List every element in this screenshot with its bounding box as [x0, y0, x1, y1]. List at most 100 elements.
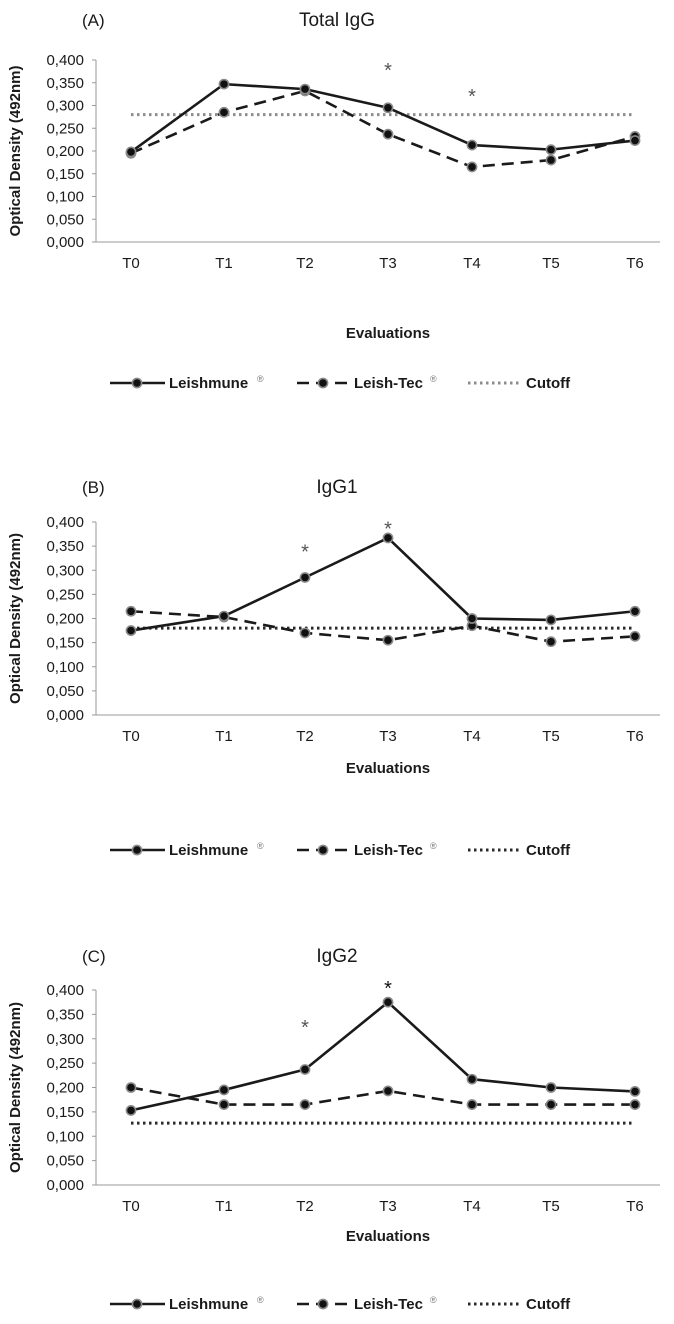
data-point-leishtec	[629, 630, 641, 642]
data-point-leishmune	[629, 605, 641, 617]
significance-marker: *	[301, 1017, 309, 1039]
legend-label-leishmune: Leishmune	[169, 842, 248, 859]
legend-label-leishtec: Leish-Tec	[354, 842, 423, 859]
x-tick-label: T1	[215, 255, 233, 272]
y-tick-label: 0,050	[46, 211, 84, 228]
significance-marker: *	[384, 518, 392, 540]
legend-registered-mark: ®	[430, 841, 437, 851]
legend-marker-leishtec	[317, 377, 329, 389]
data-point-leishtec	[299, 627, 311, 639]
y-tick-label: 0,200	[46, 1080, 84, 1097]
significance-marker: *	[384, 978, 392, 1000]
data-point-leishmune	[218, 610, 230, 622]
series-line-leishtec	[130, 609, 636, 643]
x-tick-label: T3	[379, 255, 397, 272]
data-point-leishmune	[629, 1086, 641, 1097]
y-tick-label: 0,150	[46, 166, 84, 183]
x-tick-label: T6	[626, 728, 644, 745]
y-tick-label: 0,250	[46, 1055, 84, 1072]
series-line-leishtec	[130, 89, 636, 169]
x-tick-label: T0	[122, 1198, 140, 1215]
chart-panel-1: IgG1 (B) 0,000 0,050 0,100 0,150 0,200 0,250 0,3…	[7, 477, 660, 859]
y-axis-title: Optical Density (492nm)	[7, 66, 24, 237]
chart-title: IgG1	[316, 477, 357, 498]
y-tick-label: 0,350	[46, 75, 84, 92]
y-tick-label: 0,150	[46, 1104, 84, 1121]
x-tick-label: T4	[463, 728, 481, 745]
x-tick-label: T0	[122, 728, 140, 745]
data-point-leishmune	[382, 996, 394, 1008]
data-point-leishmune	[466, 1073, 478, 1085]
y-tick-label: 0,050	[46, 683, 84, 700]
legend-registered-mark: ®	[257, 841, 264, 851]
x-tick-label: T5	[542, 255, 560, 272]
data-point-leishmune	[466, 139, 478, 151]
data-point-leishmune	[299, 1064, 311, 1075]
series-line-leishmune	[130, 82, 636, 153]
data-point-leishmune	[466, 613, 478, 624]
data-point-leishtec	[629, 1099, 641, 1110]
legend-label-cutoff: Cutoff	[526, 375, 571, 392]
y-tick-label: 0,250	[46, 120, 84, 137]
legend-registered-mark: ®	[257, 374, 264, 384]
y-tick-label: 0,100	[46, 1128, 84, 1145]
legend-registered-mark: ®	[430, 1295, 437, 1305]
data-point-leishmune	[125, 1105, 137, 1116]
x-tick-label: T2	[296, 1198, 314, 1215]
data-point-leishmune	[382, 102, 394, 114]
y-tick-label: 0,300	[46, 98, 84, 115]
data-point-leishtec	[466, 1099, 478, 1110]
data-point-leishtec	[382, 128, 394, 140]
y-tick-label: 0,150	[46, 635, 84, 652]
chart-panel-0: Total IgG (A) 0,000 0,050 0,100 0,150 0,200 0,2…	[7, 10, 660, 392]
significance-marker: *	[468, 86, 476, 108]
y-tick-label: 0,100	[46, 189, 84, 206]
chart-panel-2: IgG2 (C) 0,000 0,050 0,100 0,150 0,200 0,250 0,3…	[7, 946, 660, 1313]
x-tick-label: T0	[122, 255, 140, 272]
y-tick-label: 0,350	[46, 538, 84, 555]
y-tick-label: 0,000	[46, 1177, 84, 1194]
y-tick-label: 0,200	[46, 143, 84, 160]
y-tick-label: 0,100	[46, 659, 84, 676]
x-tick-label: T1	[215, 728, 233, 745]
x-tick-label: T2	[296, 728, 314, 745]
legend-label-cutoff: Cutoff	[526, 1296, 571, 1313]
x-tick-label: T3	[379, 1198, 397, 1215]
data-point-leishtec	[545, 1099, 557, 1110]
legend-label-leishmune: Leishmune	[169, 375, 248, 392]
data-point-leishtec	[382, 634, 394, 646]
legend-label-leishtec: Leish-Tec	[354, 375, 423, 392]
y-tick-label: 0,300	[46, 1031, 84, 1048]
legend-label-leishtec: Leish-Tec	[354, 1296, 423, 1313]
data-point-leishtec	[545, 154, 557, 166]
legend-label-cutoff: Cutoff	[526, 842, 571, 859]
data-point-leishtec	[125, 605, 137, 617]
panel-label: (B)	[82, 478, 105, 497]
y-tick-label: 0,000	[46, 707, 84, 724]
x-tick-label: T4	[463, 1198, 481, 1215]
data-point-leishmune	[125, 146, 137, 158]
y-tick-label: 0,400	[46, 52, 84, 69]
x-tick-label: T1	[215, 1198, 233, 1215]
x-tick-label: T2	[296, 255, 314, 272]
panel-label: (A)	[82, 11, 105, 30]
chart-title: IgG2	[316, 946, 357, 967]
chart-title: Total IgG	[299, 10, 375, 31]
y-tick-label: 0,350	[46, 1006, 84, 1023]
data-point-leishmune	[299, 83, 311, 95]
data-point-leishtec	[299, 1099, 311, 1110]
legend-marker-leishmune	[131, 1298, 143, 1310]
legend: Leishmune ® Leish-Tec ® Cutoff	[110, 841, 571, 859]
data-point-leishtec	[545, 636, 557, 648]
x-tick-label: T6	[626, 255, 644, 272]
legend-registered-mark: ®	[257, 1295, 264, 1305]
series-line-leishmune	[130, 536, 636, 632]
legend: Leishmune ® Leish-Tec ® Cutoff	[110, 374, 571, 392]
data-point-leishtec	[466, 161, 478, 173]
y-tick-label: 0,250	[46, 586, 84, 603]
significance-marker: *	[384, 60, 392, 82]
data-point-leishmune	[382, 532, 394, 544]
data-point-leishmune	[545, 1082, 557, 1093]
legend-label-leishmune: Leishmune	[169, 1296, 248, 1313]
